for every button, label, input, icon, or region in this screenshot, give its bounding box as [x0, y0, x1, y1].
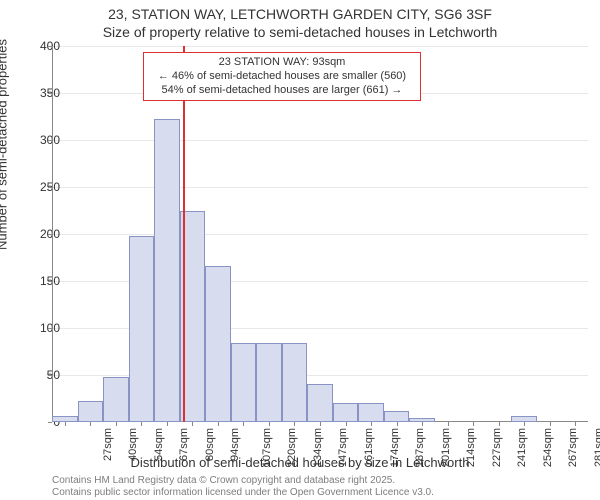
histogram-bar	[231, 343, 257, 422]
x-tick-mark	[218, 422, 219, 426]
attribution-line2: Contains public sector information licen…	[52, 487, 434, 498]
histogram-bars	[52, 46, 588, 422]
x-tick-mark	[90, 422, 91, 426]
chart-title-line1: 23, STATION WAY, LETCHWORTH GARDEN CITY,…	[0, 6, 600, 22]
callout-box: 23 STATION WAY: 93sqm ← 46% of semi-deta…	[143, 52, 421, 101]
chart-title-line2: Size of property relative to semi-detach…	[0, 24, 600, 40]
x-tick-mark	[550, 422, 551, 426]
y-axis-label: Number of semi-detached properties	[0, 39, 10, 250]
marker-line	[183, 46, 185, 422]
x-tick-mark	[473, 422, 474, 426]
x-tick-mark	[346, 422, 347, 426]
x-tick-mark	[371, 422, 372, 426]
histogram-bar	[154, 119, 180, 422]
histogram-bar	[282, 343, 308, 422]
histogram-bar	[307, 384, 333, 422]
x-tick-mark	[192, 422, 193, 426]
x-tick-mark	[320, 422, 321, 426]
histogram-bar	[333, 403, 359, 422]
histogram-bar	[78, 401, 104, 422]
x-tick-mark	[524, 422, 525, 426]
histogram-bar	[256, 343, 282, 422]
x-tick-mark	[575, 422, 576, 426]
callout-line3: 54% of semi-detached houses are larger (…	[150, 84, 414, 98]
histogram-bar	[384, 411, 410, 422]
x-tick-mark	[141, 422, 142, 426]
x-tick-mark	[397, 422, 398, 426]
x-tick-mark	[269, 422, 270, 426]
x-tick-mark	[294, 422, 295, 426]
callout-line1: 23 STATION WAY: 93sqm	[150, 56, 414, 70]
x-tick-mark	[167, 422, 168, 426]
x-tick-mark	[422, 422, 423, 426]
histogram-bar	[205, 266, 231, 422]
x-tick-mark	[448, 422, 449, 426]
histogram-bar	[103, 377, 129, 422]
y-tick-mark	[48, 422, 52, 423]
x-tick-mark	[65, 422, 66, 426]
x-tick-mark	[243, 422, 244, 426]
callout-line2: ← 46% of semi-detached houses are smalle…	[150, 70, 414, 84]
x-axis-label: Distribution of semi-detached houses by …	[0, 455, 600, 470]
chart-root: 23, STATION WAY, LETCHWORTH GARDEN CITY,…	[0, 0, 600, 500]
x-tick-mark	[499, 422, 500, 426]
histogram-bar	[358, 403, 384, 422]
attribution-line1: Contains HM Land Registry data © Crown c…	[52, 475, 395, 486]
x-tick-mark	[116, 422, 117, 426]
histogram-bar	[129, 236, 155, 422]
